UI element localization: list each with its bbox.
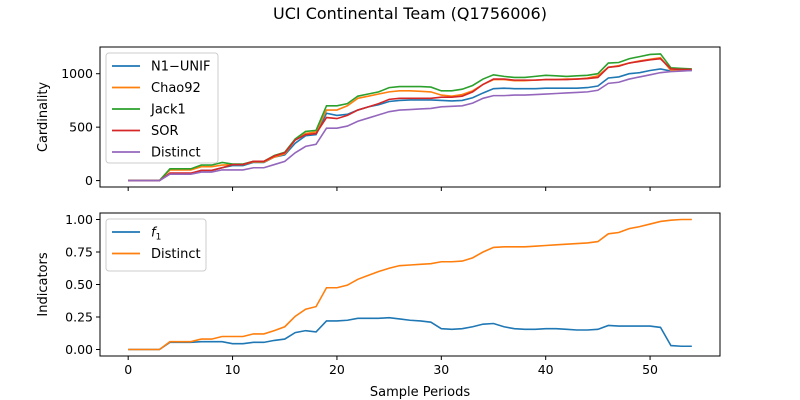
series-line-2 [128,53,692,182]
x-tick-label: 30 [433,362,449,377]
cardinality-panel: 0 500 1000 Cardinality N1−UNIF Chao92 Jack1 SOR… [36,46,721,191]
legend-label: Distinct [151,247,201,262]
legend-label: Chao92 [151,81,201,96]
legend: f1 Distinct [105,218,207,272]
x-tick-label: 40 [538,362,554,377]
legend-label: f1 [151,226,161,243]
y-tick-label: 1.00 [65,212,93,227]
x-tick-label: 50 [642,362,658,377]
x-tick-label: 10 [225,362,241,377]
x-tick-label: 20 [329,362,345,377]
y-tick-label: 0.00 [65,342,93,357]
y-axis-label: Indicators [36,252,51,316]
y-axis-label: Cardinality [36,82,51,153]
legend-label: N1−UNIF [151,60,210,75]
indicators-panel: 0 10 20 30 40 50 0.00 0.25 0.50 0.75 1.00 Indicator… [36,212,721,400]
legend-label: Distinct [151,146,201,161]
y-tick-label: 0.50 [65,277,93,292]
legend-box [105,218,207,272]
y-tick-label: 1000 [61,66,93,81]
series-line-4 [128,69,692,182]
x-axis-label: Sample Periods [370,385,470,400]
legend: N1−UNIF Chao92 Jack1 SOR Distinct [105,52,219,164]
legend-box [105,52,219,164]
y-tick-label: 500 [69,120,93,135]
series-line-0 [128,316,692,351]
chart-title: UCI Continental Team (Q1756006) [273,4,547,23]
y-tick-label: 0 [85,173,93,188]
series-line-1 [128,56,692,182]
x-tick-label: 0 [124,362,132,377]
legend-label: SOR [151,124,179,139]
series-line-1 [128,218,692,351]
y-tick-label: 0.75 [65,245,93,260]
legend-label: Jack1 [150,103,186,118]
y-tick-label: 0.25 [65,310,93,325]
axes-frame [99,46,721,188]
series-line-3 [128,57,692,182]
